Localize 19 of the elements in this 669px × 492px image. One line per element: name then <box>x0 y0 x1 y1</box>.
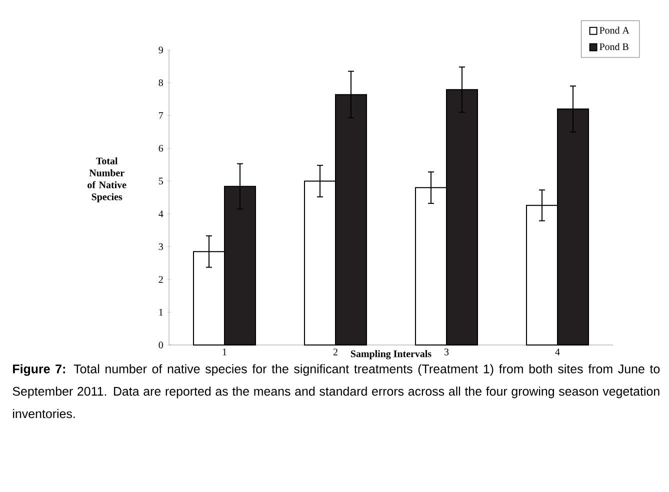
y-tick-label: 5 <box>158 178 163 184</box>
y-tick-label: 3 <box>158 243 163 250</box>
y-tick-label: 7 <box>159 112 164 119</box>
y-axis-title: Total Number of Native Species <box>88 157 126 202</box>
y-tick-label: 0 <box>158 342 163 348</box>
x-tick-label: 2 <box>333 348 338 356</box>
legend-label: Pond A <box>600 26 630 34</box>
y-tick-label: 1 <box>159 308 163 316</box>
legend-label: Pond B <box>600 43 628 50</box>
y-tick-label: 9 <box>158 46 163 54</box>
x-tick-label: 4 <box>555 348 560 356</box>
x-tick-label: 3 <box>444 348 449 356</box>
y-tick-label: 2 <box>158 276 163 283</box>
x-axis-title: Sampling Intervals <box>350 350 432 360</box>
text: Figure 7: Total number of native species for the significant treatments (Treatment 1) from both sites from June to September 2011. Data are reported as the means and standard errors across all the four growing season vegetation inventories. <box>12 364 660 418</box>
y-tick-label: 4 <box>158 210 164 218</box>
x-tick-label: 1 <box>222 348 226 356</box>
y-tick-label: 6 <box>158 144 164 152</box>
y-tick-label: 8 <box>158 79 163 86</box>
